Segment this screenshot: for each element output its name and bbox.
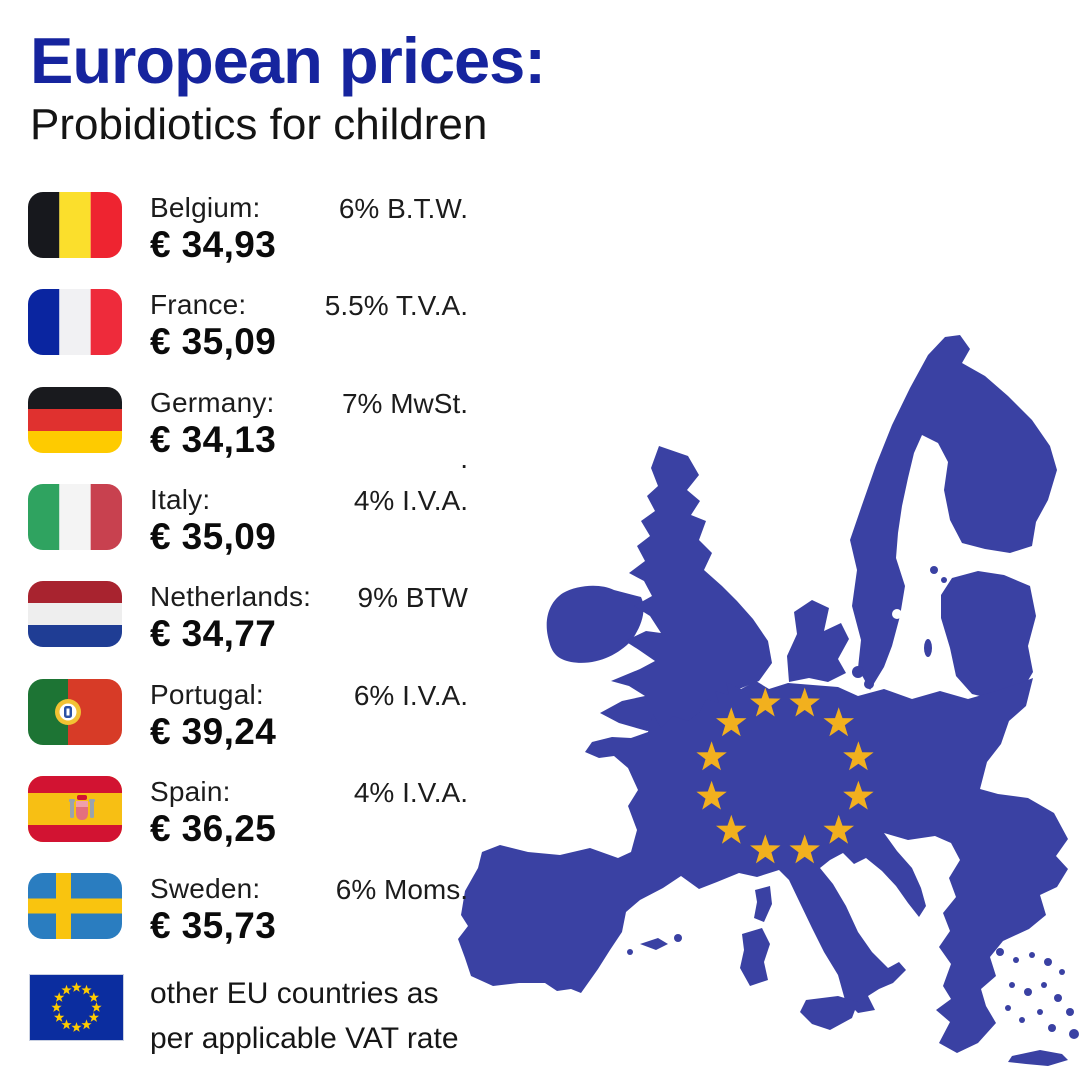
eu-flag xyxy=(29,974,124,1041)
price-row-text: Germany: € 34,13 xyxy=(150,387,276,458)
page-title: European prices: xyxy=(30,24,546,97)
country-flag xyxy=(28,483,122,550)
map-corsica xyxy=(754,886,772,922)
country-flag xyxy=(28,581,122,648)
country-flag xyxy=(28,289,122,356)
country-flag xyxy=(28,386,122,453)
vat-rate-line2: . xyxy=(460,442,468,474)
footer-note: other EU countries as per applicable VAT… xyxy=(29,974,500,1075)
map-aland-island xyxy=(930,566,938,574)
footer-text-line1: other EU countries as xyxy=(150,977,439,1010)
country-label: Netherlands: xyxy=(150,581,312,613)
vat-rate-line1: 5.5% T.V.A. xyxy=(324,290,468,322)
footer-text: other EU countries as per applicable VAT… xyxy=(150,971,459,1061)
price-row-nl: Netherlands: € 34,77 9% BTW xyxy=(28,581,468,652)
map-ireland xyxy=(546,585,644,663)
vat-rate-line1: 9% BTW xyxy=(357,582,468,614)
price-row-it: Italy: € 35,09 4% I.V.A. xyxy=(28,483,468,555)
price-row-text: France: € 35,09 xyxy=(150,289,276,360)
country-flag xyxy=(28,775,122,842)
country-flag xyxy=(28,192,122,258)
europe-map xyxy=(458,335,1079,1066)
map-continent xyxy=(458,678,1068,1053)
map-crete xyxy=(1008,1050,1068,1066)
price-value: € 35,09 xyxy=(150,321,277,363)
country-label: Italy: xyxy=(150,483,211,515)
price-row-text: Spain: € 36,25 xyxy=(150,776,276,847)
map-sardinia xyxy=(740,928,770,986)
map-scandinavia xyxy=(850,335,1057,690)
vat-rate-line1: 6% B.T.W. xyxy=(338,193,468,224)
vat-rate: 4% I.V.A. xyxy=(258,485,468,517)
country-label: France: xyxy=(150,289,247,321)
vat-rate-line1: 7% MwSt. xyxy=(341,387,468,419)
price-value: € 39,24 xyxy=(150,710,277,752)
price-row-fr: France: € 35,09 5.5% T.V.A. xyxy=(28,289,468,360)
footer-text-line2: per applicable VAT rate xyxy=(150,1022,459,1055)
vat-rate: 7% MwSt. . xyxy=(258,388,468,475)
price-row-text: Portugal: € 39,24 xyxy=(150,679,276,750)
price-value: € 36,25 xyxy=(150,807,277,849)
price-row-text: Sweden: € 35,73 xyxy=(150,873,276,944)
country-label: Spain: xyxy=(150,775,231,807)
map-balearic-islet-2 xyxy=(674,934,682,942)
price-list: Belgium: € 34,93 6% B.T.W. France: € 35,… xyxy=(28,192,468,972)
price-row-text: Netherlands: € 34,77 xyxy=(150,581,311,652)
map-aland-island-2 xyxy=(941,577,947,583)
price-row-text: Belgium: € 34,93 xyxy=(150,192,276,263)
price-value: € 35,09 xyxy=(150,515,277,557)
vat-rate: 6% Moms. xyxy=(258,874,468,906)
vat-rate-line1: 6% Moms. xyxy=(335,874,468,906)
map-sicily xyxy=(800,996,858,1030)
vat-rate: 4% I.V.A. xyxy=(258,777,468,809)
country-label: Belgium: xyxy=(150,192,261,223)
country-flag xyxy=(28,678,122,745)
map-balearic-islet xyxy=(627,949,633,955)
country-label: Portugal: xyxy=(150,678,264,710)
page-subtitle: Probidiotics for children xyxy=(30,100,488,149)
map-greek-islands xyxy=(996,948,1079,1066)
vat-rate-line1: 4% I.V.A. xyxy=(353,776,468,808)
map-great-britain xyxy=(600,446,772,731)
price-value: € 34,13 xyxy=(150,418,277,460)
map-lake-sweden xyxy=(892,609,902,619)
vat-rate: 9% BTW xyxy=(258,582,468,614)
map-balearics xyxy=(640,938,668,950)
vat-rate: 6% B.T.W. xyxy=(258,193,468,225)
price-value: € 34,77 xyxy=(150,613,277,655)
price-value: € 34,93 xyxy=(150,224,277,265)
price-row-de: Germany: € 34,13 7% MwSt. . xyxy=(28,386,468,474)
price-row-be: Belgium: € 34,93 6% B.T.W. xyxy=(28,192,468,263)
map-baltics xyxy=(941,571,1036,700)
price-row-es: Spain: € 36,25 4% I.V.A. xyxy=(28,775,468,847)
eu-stars-ring xyxy=(696,687,874,864)
vat-rate: 6% I.V.A. xyxy=(258,680,468,712)
map-danish-island xyxy=(852,666,864,678)
vat-rate-line1: 4% I.V.A. xyxy=(353,484,468,516)
map-gotland-island xyxy=(924,639,932,657)
country-flag xyxy=(28,873,122,940)
price-row-se: Sweden: € 35,73 6% Moms. xyxy=(28,873,468,944)
country-label: Germany: xyxy=(150,386,275,418)
price-value: € 35,73 xyxy=(150,905,277,947)
vat-rate-line1: 6% I.V.A. xyxy=(353,679,468,711)
map-danish-island-2 xyxy=(864,679,874,689)
price-row-text: Italy: € 35,09 xyxy=(150,484,276,555)
country-label: Sweden: xyxy=(150,873,261,905)
map-denmark xyxy=(787,600,849,682)
price-row-pt: Portugal: € 39,24 6% I.V.A. xyxy=(28,678,468,750)
vat-rate: 5.5% T.V.A. xyxy=(258,290,468,322)
